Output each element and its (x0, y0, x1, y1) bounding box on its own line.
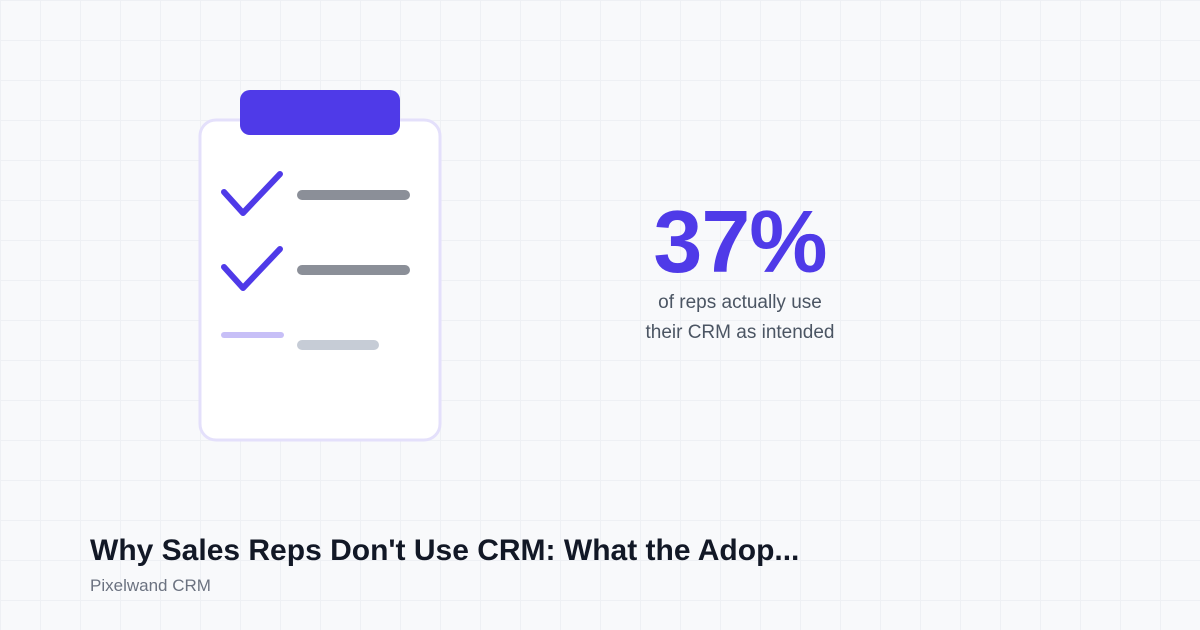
clipboard-clip (240, 90, 400, 135)
stat-block: 37% of reps actually use their CRM as in… (590, 196, 890, 348)
brand-name: Pixelwand CRM (90, 576, 211, 595)
checkmark-icon (221, 246, 283, 291)
stat-caption-line: of reps actually use (658, 292, 822, 313)
stat-value: 37% (653, 192, 827, 291)
stat-caption: of reps actually use their CRM as intend… (590, 288, 890, 348)
checkmark-icon (221, 171, 283, 216)
checklist-item (221, 171, 410, 216)
clipboard-checklist-icon (198, 90, 442, 442)
checklist-item (221, 246, 410, 291)
checklist-item (221, 332, 379, 350)
article-title: Why Sales Reps Don't Use CRM: What the A… (90, 534, 800, 567)
stat-caption-line: their CRM as intended (645, 322, 835, 343)
